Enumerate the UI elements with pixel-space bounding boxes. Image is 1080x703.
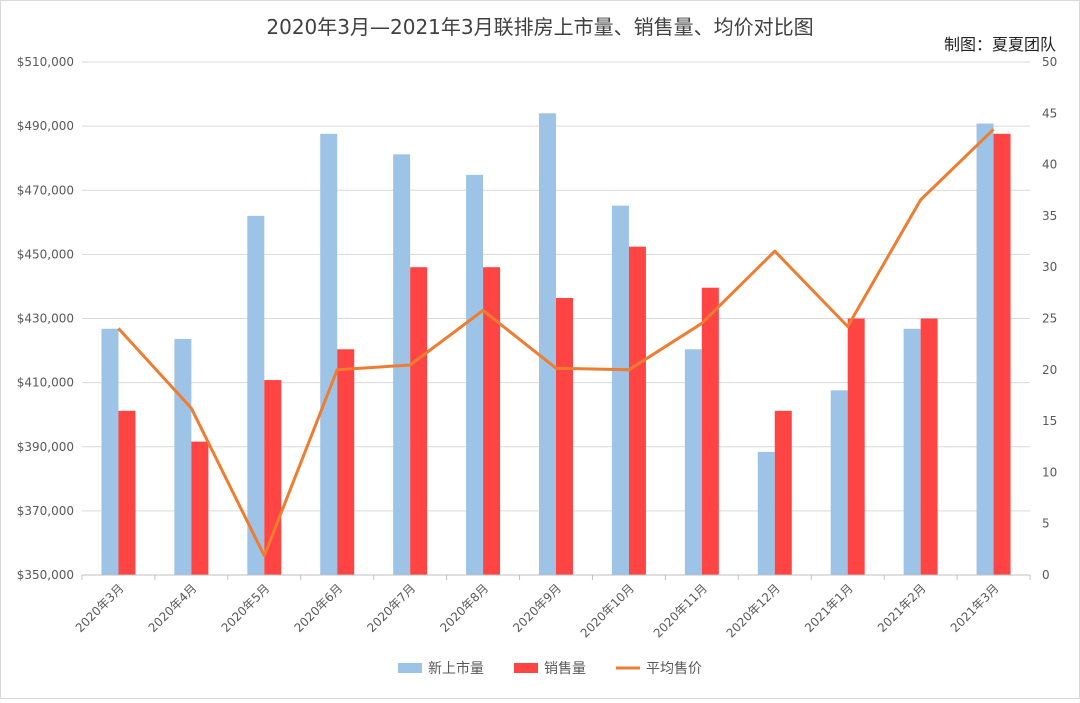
right-axis-tick-label: 45: [1042, 106, 1057, 120]
bar-new-listings: [684, 349, 702, 575]
left-axis-tick-label: $390,000: [17, 440, 74, 454]
bar-sales: [410, 267, 428, 575]
right-axis-tick-label: 25: [1042, 312, 1057, 326]
bar-new-listings: [466, 174, 484, 576]
line-average-price: [117, 128, 995, 558]
right-axis-tick-label: 15: [1042, 414, 1057, 428]
legend-label: 平均售价: [646, 661, 702, 677]
legend: 新上市量 销售量 平均售价: [398, 660, 702, 677]
bar-series: [101, 113, 1011, 576]
bar-sales: [774, 410, 792, 575]
bar-sales: [483, 267, 501, 575]
legend-swatch: [398, 663, 422, 673]
right-axis-tick-label: 50: [1042, 55, 1057, 69]
bar-sales: [556, 297, 573, 575]
bar-new-listings: [539, 113, 556, 576]
left-axis-tick-label: $350,000: [17, 568, 74, 582]
bar-sales: [628, 246, 646, 575]
line-series: [117, 128, 995, 558]
chart-credit: 制图：夏夏团队: [944, 35, 1056, 54]
chart-title: 2020年3月—2021年3月联排房上市量、销售量、均价对比图: [266, 15, 813, 39]
legend-label: 销售量: [544, 661, 586, 677]
right-axis-tick-label: 30: [1042, 260, 1057, 274]
bar-sales: [191, 441, 209, 575]
bar-new-listings: [174, 339, 192, 575]
bar-sales: [118, 410, 136, 575]
bar-sales: [993, 133, 1011, 575]
bar-new-listings: [101, 328, 119, 575]
right-axis-tick-label: 5: [1042, 517, 1050, 531]
bar-sales: [337, 349, 355, 575]
left-axis-tick-label: $450,000: [17, 247, 74, 261]
bar-sales: [920, 318, 938, 575]
left-axis-tick-label: $490,000: [17, 119, 74, 133]
left-axis-tick-label: $470,000: [17, 183, 74, 197]
left-axis-tick-label: $410,000: [17, 376, 74, 390]
bar-new-listings: [757, 451, 775, 575]
right-axis-tick-label: 20: [1042, 363, 1057, 377]
left-axis-tick-label: $370,000: [17, 504, 74, 518]
legend-swatch: [514, 663, 538, 673]
bar-new-listings: [976, 123, 994, 575]
legend-label: 新上市量: [428, 660, 484, 677]
right-axis-tick-label: 0: [1042, 568, 1050, 582]
bar-sales: [847, 318, 865, 575]
left-axis-tick-label: $510,000: [17, 55, 74, 69]
bar-sales: [701, 287, 719, 575]
bar-new-listings: [320, 133, 338, 575]
left-axis-tick-label: $430,000: [17, 312, 74, 326]
right-axis-tick-label: 10: [1042, 465, 1057, 479]
bar-new-listings: [830, 390, 848, 575]
right-axis-tick-label: 40: [1042, 158, 1057, 172]
bar-new-listings: [247, 215, 265, 575]
bar-new-listings: [903, 328, 921, 575]
bar-new-listings: [611, 205, 629, 575]
right-axis-tick-label: 35: [1042, 209, 1057, 223]
